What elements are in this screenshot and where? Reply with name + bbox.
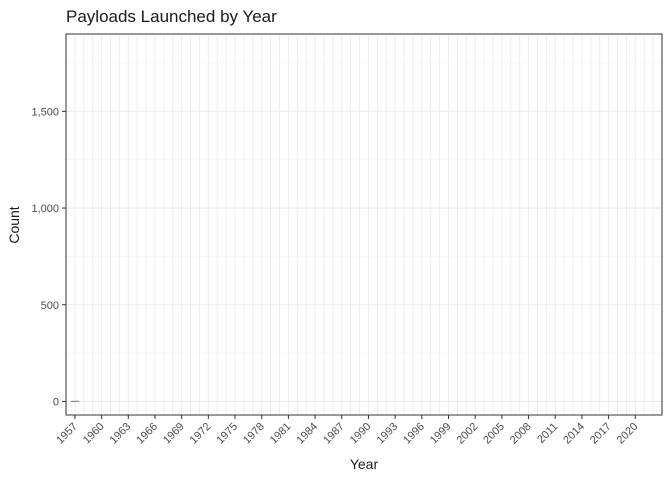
x-tick-label: 1963 — [108, 421, 134, 447]
x-tick-label: 1966 — [134, 421, 160, 447]
x-tick-label: 1969 — [161, 421, 187, 447]
panel-background — [66, 34, 662, 415]
x-tick-label: 2014 — [561, 421, 587, 447]
bars — [70, 400, 79, 402]
chart-title: Payloads Launched by Year — [66, 7, 277, 26]
x-axis-title: Year — [350, 456, 379, 472]
y-tick-label: 1,000 — [31, 203, 59, 215]
x-tick-label: 2020 — [615, 421, 641, 447]
x-tick-label: 2002 — [455, 421, 481, 447]
x-tick-label: 1960 — [81, 421, 107, 447]
x-tick-label: 2008 — [508, 421, 534, 447]
x-tick-label: 1972 — [188, 421, 214, 447]
x-tick-label: 2017 — [588, 421, 614, 447]
x-tick-label: 1981 — [268, 421, 294, 447]
y-tick-label: 500 — [41, 300, 59, 312]
x-tick-label: 1975 — [214, 421, 240, 447]
x-tick-label: 1987 — [321, 421, 347, 447]
x-tick-label: 1978 — [241, 421, 267, 447]
panel-border — [65, 33, 663, 416]
x-axis: 1957 1960 1963 1966 1969 1972 1975 1978 1981 1984… — [54, 415, 640, 446]
grid — [65, 34, 663, 415]
x-tick-label: 2011 — [535, 421, 560, 446]
x-tick-label: 1957 — [54, 421, 80, 447]
x-tick-label: 1993 — [374, 421, 400, 447]
x-tick-label: 2005 — [481, 421, 507, 447]
x-tick-label: 1984 — [294, 421, 320, 447]
x-tick-label: 1990 — [348, 421, 374, 447]
bar — [70, 400, 79, 402]
y-axis: 0 500 1,000 1,500 — [31, 106, 66, 408]
y-axis-title: Count — [6, 206, 22, 243]
y-tick-label: 1,500 — [31, 106, 59, 118]
x-tick-label: 1999 — [428, 421, 454, 447]
x-tick-label: 1996 — [401, 421, 427, 447]
y-tick-label: 0 — [53, 396, 59, 408]
